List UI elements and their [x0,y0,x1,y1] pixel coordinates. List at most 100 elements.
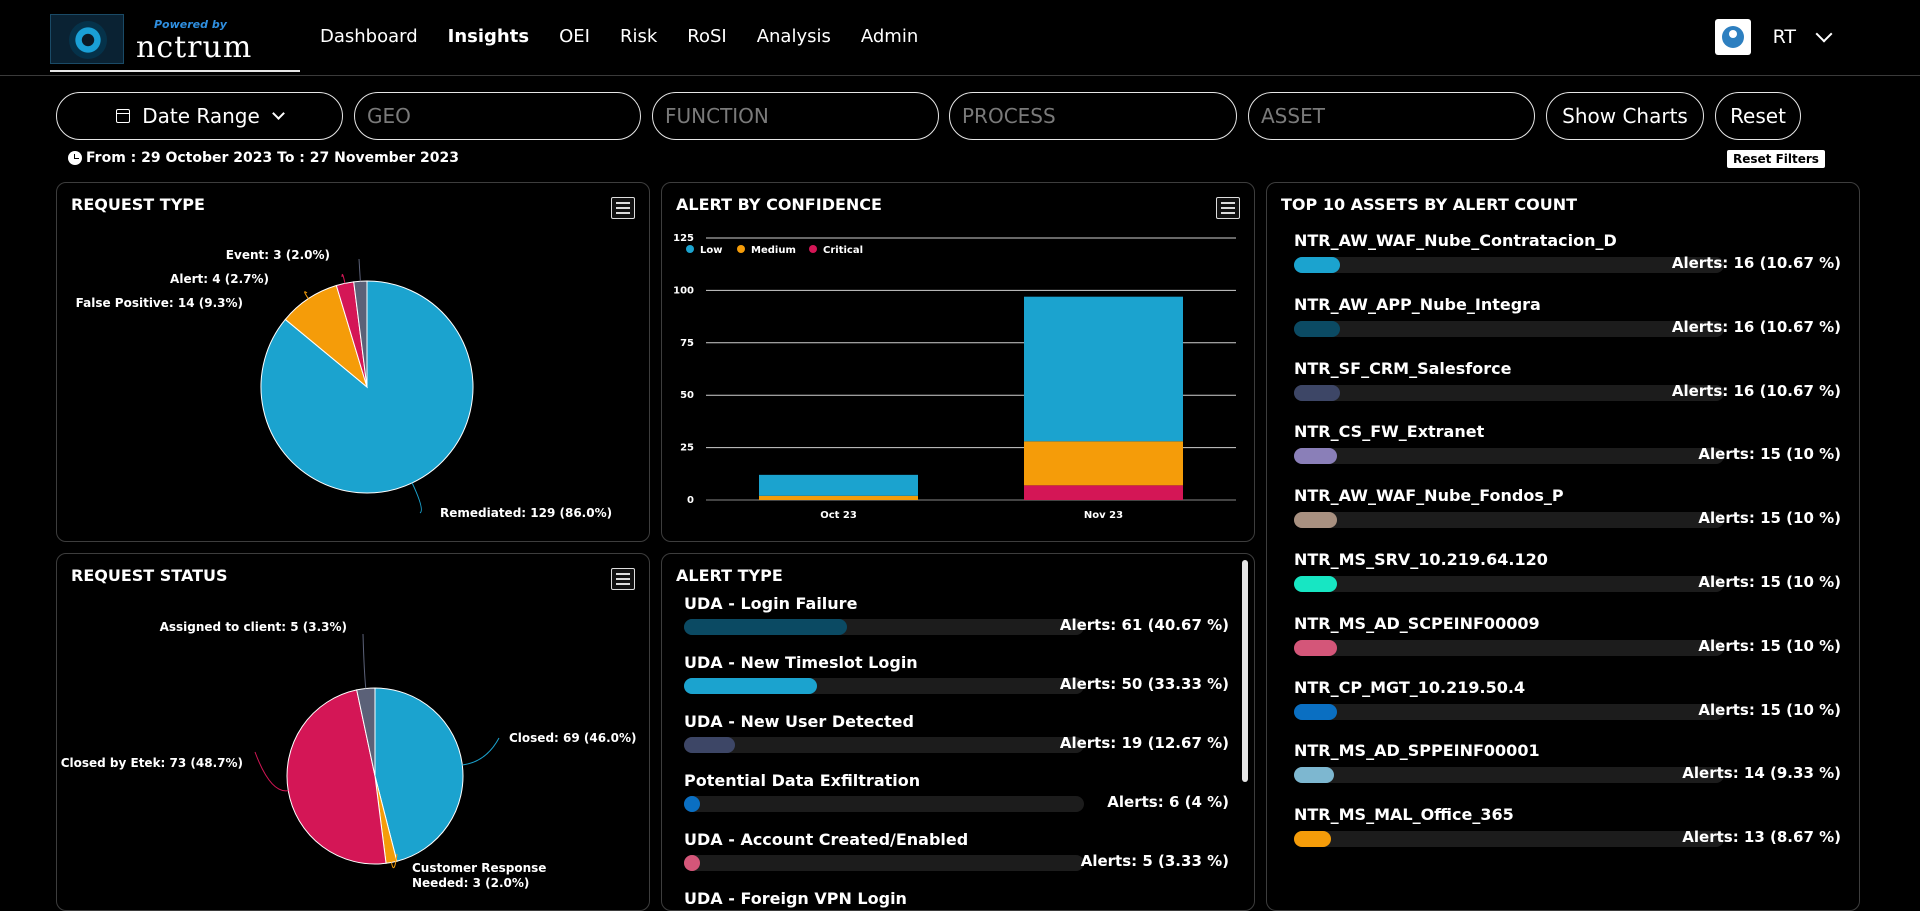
list-item: NTR_MS_AD_SPPEINF00001 Alerts: 14 (9.33 %… [1294,741,1841,805]
process-filter[interactable] [949,92,1237,140]
panel-title: REQUEST STATUS [71,566,228,585]
pie-slice-event[interactable] [353,280,368,388]
progress-fill [684,855,700,871]
date-range-dropdown[interactable]: Date Range [56,92,343,140]
bar-low-oct-23[interactable] [759,474,918,496]
list-item: NTR_MS_AD_SCPEINF00009 Alerts: 15 (10 %) [1294,614,1841,678]
list-item: NTR_AW_WAF_Nube_Fondos_P Alerts: 15 (10 %… [1294,486,1841,550]
asset-input[interactable] [1249,104,1534,128]
pie-data-label: Closed by Etek: 73 (48.7%) [61,756,243,770]
item-label: UDA - Account Created/Enabled [684,830,969,849]
item-label: UDA - Foreign VPN Login [684,889,907,908]
pie-slice-closed-by-etek[interactable] [286,689,387,865]
item-value: Alerts: 15 (10 %) [1698,573,1841,591]
menu-icon[interactable] [1216,197,1240,219]
list-item: UDA - Login Failure Alerts: 61 (40.67 %) [684,594,1229,653]
item-label: NTR_AW_WAF_Nube_Contratacion_D [1294,231,1617,250]
item-value: Alerts: 14 (9.33 %) [1682,764,1841,783]
progress-track [1294,831,1724,848]
progress-fill [1294,639,1337,656]
list-item: UDA - New Timeslot Login Alerts: 50 (33.3… [684,653,1229,712]
progress-track [1294,703,1724,720]
list-item: NTR_SF_CRM_Salesforce Alerts: 16 (10.67 %… [1294,359,1841,423]
bar-medium-oct-23[interactable] [759,495,918,500]
geo-input[interactable] [355,104,640,128]
nav-dashboard[interactable]: Dashboard [320,26,418,47]
pie-slice-closed[interactable] [374,687,464,862]
pie-connector [341,273,346,284]
bar-critical-nov-23[interactable] [1024,485,1183,500]
menu-icon[interactable] [611,568,635,590]
progress-track [1294,448,1724,465]
y-tick-label: 25 [680,443,694,454]
nav-analysis[interactable]: Analysis [756,26,831,47]
panel-title: TOP 10 ASSETS BY ALERT COUNT [1281,195,1578,214]
legend-label[interactable]: Critical [823,245,863,256]
item-label: UDA - Login Failure [684,594,858,613]
nav-risk[interactable]: Risk [619,26,658,47]
scrollbar[interactable] [1242,560,1248,782]
item-label: Potential Data Exfiltration [684,771,921,790]
chevron-down-icon [271,107,285,120]
nav-admin[interactable]: Admin [860,26,919,47]
progress-fill [684,678,818,694]
progress-track [1294,257,1724,273]
show-charts-button[interactable]: Show Charts [1546,92,1704,140]
item-value: Alerts: 61 (40.67 %) [1059,616,1229,634]
list-item: NTR_MS_MAL_Office_365 Alerts: 13 (8.67 %) [1294,805,1841,869]
chevron-down-icon[interactable] [1815,25,1833,43]
reset-button[interactable]: Reset [1715,92,1801,140]
progress-fill [684,619,847,635]
date-range-label: Date Range [142,104,260,128]
bar-low-nov-23[interactable] [1024,296,1183,442]
function-filter[interactable] [652,92,939,140]
list-item: NTR_CS_FW_Extranet Alerts: 15 (10 %) [1294,422,1841,486]
legend-marker [809,245,817,253]
panel-title: REQUEST TYPE [71,195,205,214]
user-menu[interactable]: RT [1714,19,1833,55]
calendar-icon [116,109,131,123]
progress-track [684,855,1084,871]
item-value: Alerts: 15 (10 %) [1698,509,1841,528]
legend-marker [686,245,694,253]
pie-data-label: Remediated: 129 (86.0%) [440,506,612,520]
process-input[interactable] [950,104,1236,128]
asset-filter[interactable] [1248,92,1535,140]
y-tick-label: 100 [673,285,694,296]
pie-slice-assigned-to-client[interactable] [356,687,376,777]
nav-rosi[interactable]: RoSI [687,26,727,47]
panel-title: ALERT BY CONFIDENCE [676,195,882,214]
progress-fill [1294,512,1337,529]
netrum-logo[interactable]: Powered by nctrum [50,14,300,72]
progress-track [684,678,1084,694]
date-range-text: From : 29 October 2023 To : 27 November … [86,150,459,166]
function-input[interactable] [653,104,938,128]
progress-track [1294,767,1724,784]
bar-medium-nov-23[interactable] [1024,441,1183,486]
nav-insights[interactable]: Insights [447,26,530,47]
pie-data-label: Closed: 69 (46.0%) [509,731,637,745]
reset-filters-button[interactable]: Reset Filters [1727,150,1825,168]
geo-filter[interactable] [354,92,641,140]
pie-connector [362,633,367,689]
list-item: Potential Data Exfiltration Alerts: 6 (4 … [684,771,1229,830]
user-avatar-icon[interactable] [1714,19,1751,55]
item-value: Alerts: 50 (33.33 %) [1059,675,1229,693]
user-initials[interactable]: RT [1772,26,1796,48]
x-tick-label: Oct 23 [820,510,857,521]
item-label: NTR_AW_WAF_Nube_Fondos_P [1294,486,1564,506]
pie-data-label: False Positive: 14 (9.3%) [76,296,243,310]
progress-track [1294,320,1724,337]
pie-connector [358,258,361,282]
item-label: NTR_AW_APP_Nube_Integra [1294,294,1541,314]
list-item: NTR_AW_WAF_Nube_Contratacion_D Alerts: 16… [1294,231,1841,295]
top-assets-panel: TOP 10 ASSETS BY ALERT COUNT NTR_AW_WAF_… [1266,182,1860,911]
item-label: NTR_CP_MGT_10.219.50.4 [1294,677,1526,697]
list-item: NTR_MS_SRV_10.219.64.120 Alerts: 15 (10 %… [1294,550,1841,614]
legend-label[interactable]: Medium [751,245,796,256]
nav-oei[interactable]: OEI [559,26,590,47]
pie-data-label: Assigned to client: 5 (3.3%) [160,620,347,634]
menu-icon[interactable] [611,197,635,219]
legend-label[interactable]: Low [700,245,722,256]
item-label: NTR_CS_FW_Extranet [1294,422,1485,442]
